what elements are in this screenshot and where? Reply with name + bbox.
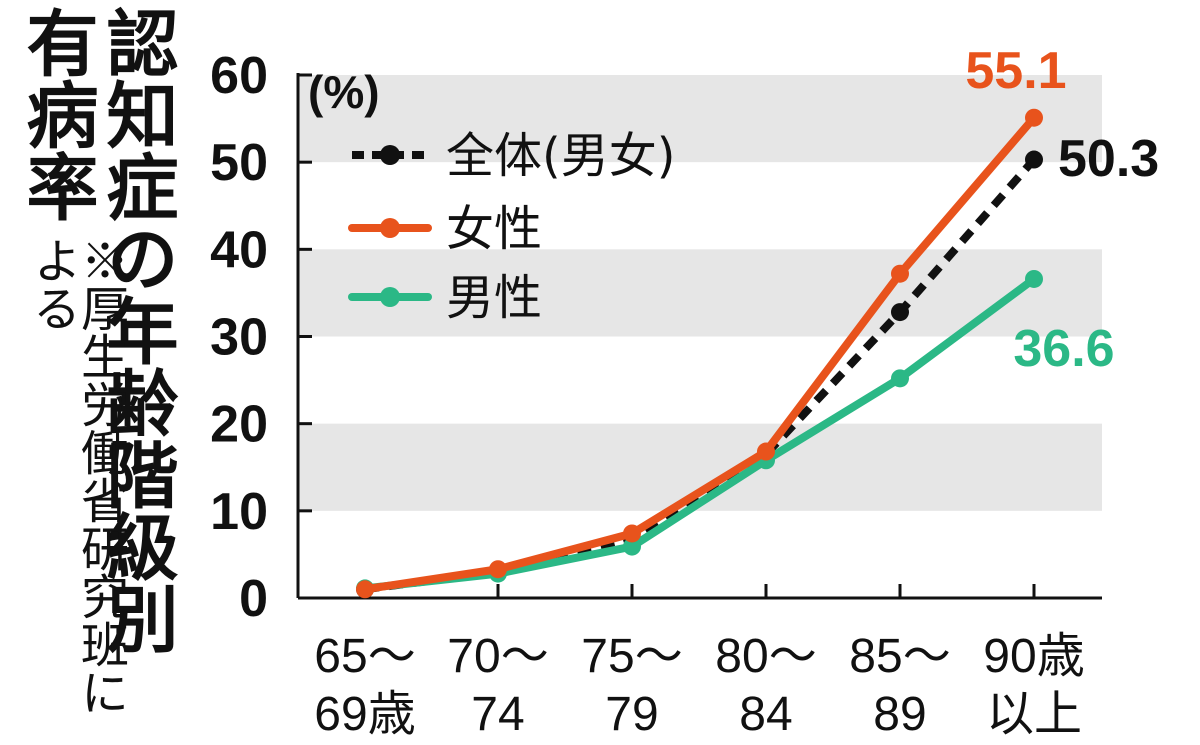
legend-marker-male: [380, 287, 400, 307]
x-tick-label: 70〜: [447, 630, 548, 683]
data-labels: 50.3 55.1 36.6: [965, 42, 1159, 378]
data-label-male: 36.6: [1013, 320, 1114, 378]
series-line-overall: [364, 156, 1038, 594]
grid-bands: [298, 75, 1102, 511]
y-tick-label: 60: [210, 47, 268, 105]
data-point-female: [757, 442, 775, 461]
data-point-male: [1025, 269, 1043, 288]
grid-band: [298, 75, 1102, 163]
y-tick-label: 0: [239, 570, 268, 628]
data-point-female: [891, 264, 909, 283]
x-tick-label: 90歳: [983, 630, 1084, 683]
x-tick-label: 65〜: [314, 630, 415, 683]
x-tick-label: 79: [605, 688, 658, 741]
data-point-overall: [1025, 150, 1043, 169]
y-tick-label: 30: [210, 309, 268, 367]
y-tick-labels: 0 10 20 30 40 50 60: [210, 47, 268, 628]
data-point-female: [623, 524, 641, 543]
series-lines: [356, 108, 1043, 599]
chart-title: 認知症の年齢階級別: [94, 6, 178, 654]
data-point-male: [623, 537, 641, 556]
legend-marker-female: [380, 218, 400, 238]
data-point-overall: [891, 303, 909, 322]
x-tick-label: 74: [471, 688, 524, 741]
x-tick-label: 89: [873, 688, 926, 741]
data-point-male: [891, 369, 909, 388]
legend-marker-overall: [380, 145, 400, 165]
chart-subtitle: 有病率: [14, 6, 98, 222]
x-tick-label: 80〜: [715, 630, 816, 683]
legend-label-overall: 全体(男女): [446, 128, 675, 184]
y-tick-label: 40: [210, 221, 268, 279]
y-tick-label: 10: [210, 483, 268, 541]
legend-label-female: 女性: [446, 201, 542, 257]
grid-band: [298, 423, 1102, 511]
data-point-female: [1025, 108, 1043, 127]
data-point-female: [356, 580, 374, 599]
data-label-overall: 50.3: [1058, 130, 1159, 188]
x-tick-label: 69歳: [314, 688, 415, 741]
grid-band: [298, 249, 1102, 337]
data-label-female: 55.1: [965, 42, 1066, 100]
x-tick-label: 85〜: [849, 630, 950, 683]
y-tick-label: 50: [210, 134, 268, 192]
legend-label-male: 男性: [446, 270, 542, 326]
source-note: ※厚生労働省研究班による: [24, 236, 128, 716]
y-axis-unit-label: (%): [308, 66, 380, 118]
series-line-female: [361, 113, 1038, 594]
x-tick-label: 以上: [986, 688, 1082, 741]
data-point-female: [489, 560, 507, 579]
y-tick-label: 20: [210, 396, 268, 454]
x-tick-label: 75〜: [581, 630, 682, 683]
x-tick-label: 84: [739, 688, 792, 741]
